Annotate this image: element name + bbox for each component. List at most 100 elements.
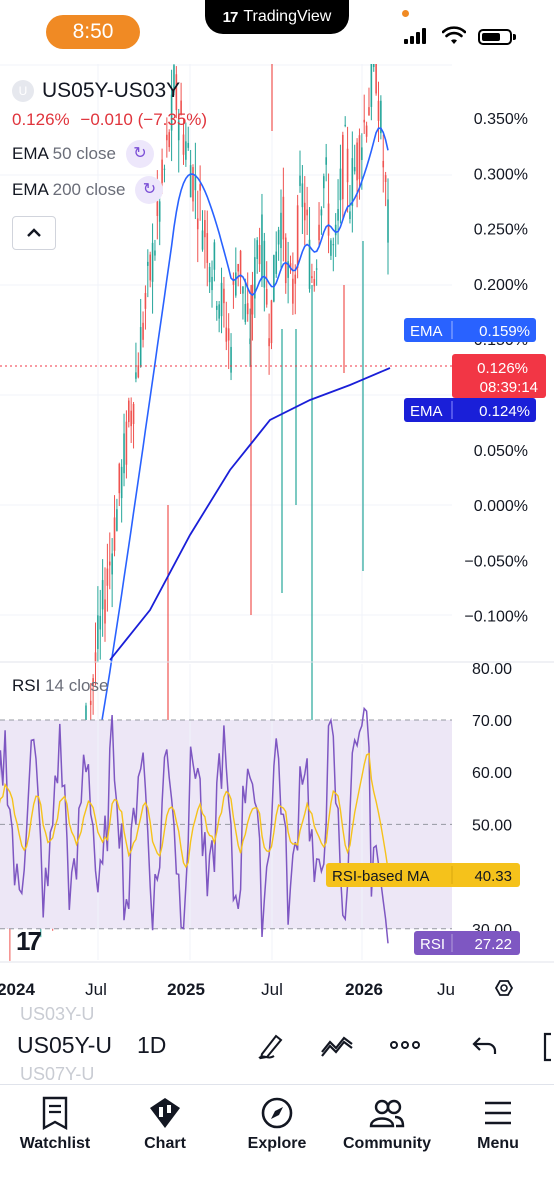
candle-body — [177, 120, 180, 141]
candle-body — [292, 278, 294, 304]
nav-chart[interactable]: Chart — [110, 1093, 220, 1153]
app-banner-label: TradingView — [243, 8, 332, 25]
candle-body — [132, 403, 135, 424]
menu-icon — [443, 1093, 553, 1133]
price-chart[interactable]: 0.350%0.300%0.250%0.200%0.150%0.100%0.05… — [0, 64, 554, 1004]
candle-body — [356, 142, 358, 181]
candle-body — [173, 65, 175, 93]
interval-selector[interactable]: 1D — [137, 1032, 167, 1058]
candle-body — [125, 421, 128, 465]
candle-body — [256, 240, 259, 260]
symbol-ghost-prev: US03Y-U — [20, 1004, 95, 1024]
candle-body — [94, 652, 97, 664]
status-time: 8:50 — [46, 15, 140, 49]
candle-body — [284, 237, 287, 284]
drawing-tools-icon[interactable] — [254, 1030, 288, 1064]
time-axis-label: 2026 — [345, 980, 383, 999]
ema200-tag — [404, 398, 536, 422]
rsi-ma-tag-label: RSI-based MA — [332, 868, 430, 885]
candle-body — [303, 202, 306, 221]
candle-body — [218, 304, 220, 319]
rsi-ma-line — [0, 752, 389, 870]
candle-body — [101, 580, 104, 610]
candle-body — [192, 167, 194, 202]
indicator-ema50[interactable]: EMA 50 close ↻ — [12, 136, 207, 172]
battery-icon — [478, 29, 516, 45]
price-axis-label: 0.050% — [474, 443, 528, 460]
more-icon[interactable] — [388, 1030, 422, 1064]
nav-label: Explore — [247, 1135, 307, 1152]
candle-body — [123, 433, 125, 474]
rsi-line — [0, 706, 389, 944]
candle-body — [353, 167, 356, 172]
candle-body — [108, 561, 111, 566]
candle-body — [135, 372, 137, 379]
sync-icon[interactable]: ↻ — [125, 140, 154, 168]
candle-body — [361, 147, 363, 160]
candle-body — [142, 322, 144, 340]
candle-body — [377, 100, 380, 121]
candle-body — [244, 303, 247, 322]
nav-watchlist[interactable]: Watchlist — [0, 1093, 110, 1153]
price-axis-label: −0.050% — [464, 553, 528, 570]
fullscreen-icon[interactable] — [530, 1030, 554, 1064]
change-abs: −0.010 — [80, 110, 133, 129]
rsi-params: 14 close — [45, 676, 109, 695]
rsi-legend[interactable]: RSI 14 close — [12, 676, 108, 696]
candle-body — [149, 254, 151, 281]
time-axis-label: Jul — [85, 980, 107, 999]
chevron-up-icon — [27, 228, 41, 237]
candle-body — [130, 410, 132, 427]
rsi-name: RSI — [12, 676, 41, 695]
candle-body — [206, 233, 209, 263]
candle-body — [161, 159, 163, 183]
countdown-timer: 08:39:14 — [480, 379, 538, 396]
undo-icon[interactable] — [468, 1030, 502, 1064]
nav-explore[interactable]: Explore — [222, 1093, 332, 1153]
price-axis-label: 0.350% — [474, 111, 528, 128]
nav-label: Watchlist — [19, 1135, 91, 1152]
ema50-tag-label: EMA — [410, 323, 443, 340]
tradingview-watermark-icon: 17 — [16, 926, 42, 956]
settings-icon[interactable] — [494, 980, 514, 996]
sync-icon[interactable]: ↻ — [135, 176, 164, 204]
candle-body — [344, 124, 346, 126]
symbol-title[interactable]: US05Y-US03Y — [42, 79, 181, 102]
candle-body — [330, 240, 332, 256]
candle-body — [194, 174, 197, 191]
candle-body — [111, 553, 113, 575]
candle-body — [368, 107, 370, 116]
collapse-legend-button[interactable] — [12, 216, 56, 250]
symbol-selector[interactable]: US05Y-U — [17, 1032, 113, 1058]
candle-body — [99, 615, 102, 630]
indicator-params: 200 close — [52, 180, 126, 199]
candle-body — [187, 142, 190, 148]
candle-body — [273, 255, 275, 302]
candle-body — [306, 209, 308, 216]
candle-body — [246, 303, 249, 315]
candle-body — [294, 274, 297, 284]
indicator-ema200[interactable]: EMA 200 close ↻ — [12, 172, 207, 208]
ema50-tag-value: 0.159% — [479, 323, 530, 340]
candle-body — [320, 209, 323, 216]
candle-body — [254, 257, 256, 299]
candle-body — [287, 261, 289, 278]
candle-body — [311, 276, 313, 279]
candle-body — [113, 517, 116, 551]
time-axis-label: 2024 — [0, 980, 35, 999]
indicators-icon[interactable] — [320, 1030, 354, 1064]
candle-body — [151, 242, 154, 282]
nav-community[interactable]: Community — [332, 1093, 442, 1153]
indicator-name: EMA — [12, 180, 48, 199]
watchlist-icon — [0, 1093, 110, 1133]
ema200-line — [109, 367, 391, 661]
nav-menu[interactable]: Menu — [443, 1093, 553, 1153]
rsi-tag-label: RSI — [420, 936, 445, 953]
candle-body — [296, 205, 299, 268]
candle-body — [382, 160, 385, 168]
candle-body — [196, 218, 199, 230]
candle-body — [127, 400, 130, 423]
privacy-dot-icon — [402, 10, 409, 17]
candle-body — [199, 184, 201, 191]
candle-body — [154, 250, 156, 256]
